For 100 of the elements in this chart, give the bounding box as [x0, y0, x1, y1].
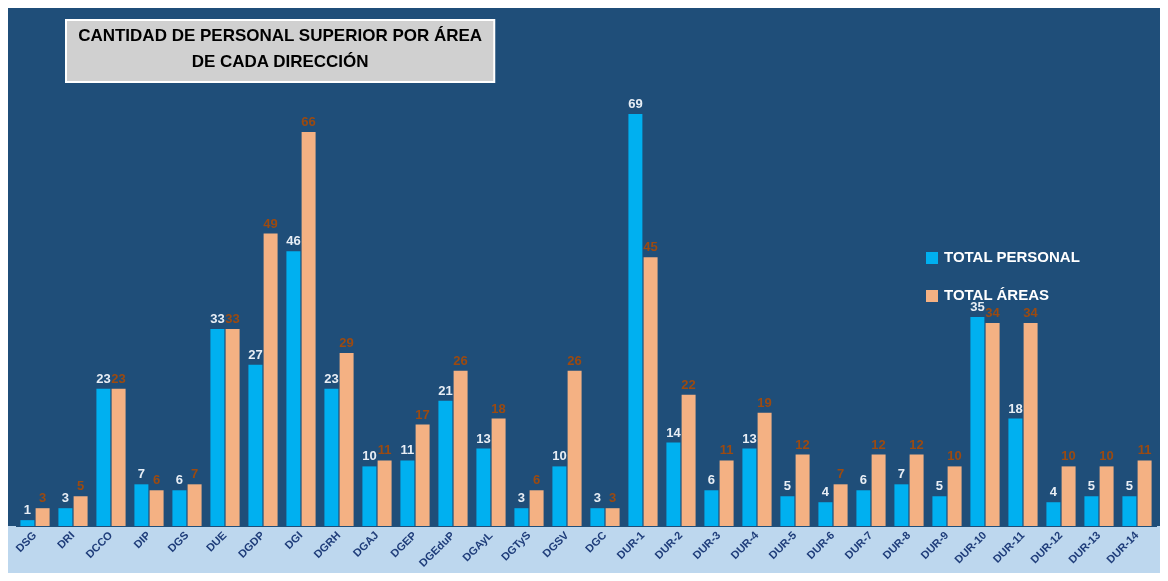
data-label: 22	[681, 376, 696, 392]
data-label: 5	[76, 478, 85, 494]
bar	[871, 454, 886, 527]
data-label: 7	[836, 466, 845, 482]
data-label: 3	[38, 490, 47, 506]
data-label: 26	[453, 352, 468, 368]
data-label: 34	[985, 305, 1001, 321]
bar	[377, 460, 392, 527]
data-label: 23	[111, 370, 126, 386]
bar	[947, 466, 962, 527]
data-label: 6	[175, 472, 184, 488]
data-label: 33	[210, 311, 225, 327]
legend-label: TOTAL PERSONAL	[944, 248, 1080, 266]
bar	[1046, 502, 1061, 527]
bar	[1023, 323, 1038, 527]
data-label: 69	[628, 96, 643, 112]
bar	[856, 490, 871, 527]
data-label: 23	[324, 370, 339, 386]
data-label: 29	[339, 334, 354, 350]
data-label: 10	[362, 448, 377, 464]
data-label: 10	[552, 448, 567, 464]
bar	[210, 329, 225, 527]
bar	[96, 388, 111, 527]
data-label: 45	[643, 239, 658, 255]
bar	[985, 323, 1000, 527]
bar	[362, 466, 377, 527]
bar	[301, 131, 316, 527]
data-label: 7	[137, 466, 146, 482]
chart-title: CANTIDAD DE PERSONAL SUPERIOR POR ÁREA DE CADA DIRECCIÓN	[78, 26, 483, 72]
bar	[73, 496, 88, 527]
bar	[567, 370, 582, 527]
data-label: 66	[301, 113, 316, 129]
bar	[35, 508, 50, 527]
data-label: 23	[96, 370, 111, 386]
data-label: 10	[1099, 448, 1114, 464]
bar	[833, 484, 848, 527]
bar	[58, 508, 73, 527]
bar	[932, 496, 947, 527]
data-label: 11	[1137, 442, 1152, 458]
bar	[818, 502, 833, 527]
bar	[324, 388, 339, 527]
bar	[590, 508, 605, 527]
bar	[681, 394, 696, 527]
bar	[134, 484, 149, 527]
data-label: 10	[947, 448, 962, 464]
data-label: 1	[23, 502, 32, 518]
bar	[248, 364, 263, 527]
data-label: 27	[248, 346, 263, 362]
data-label: 18	[491, 400, 506, 416]
data-label: 6	[152, 472, 161, 488]
bar	[263, 233, 278, 527]
bar	[400, 460, 415, 527]
data-label: 11	[377, 442, 392, 458]
bar	[529, 490, 544, 527]
bar	[757, 412, 772, 527]
data-label: 6	[707, 472, 716, 488]
bar	[1008, 418, 1023, 527]
bar	[187, 484, 202, 527]
x-tick-label: DIP	[131, 528, 153, 551]
data-label: 49	[263, 215, 278, 231]
data-label: 19	[757, 394, 772, 410]
bar	[491, 418, 506, 527]
data-label: 11	[719, 442, 734, 458]
data-label: 6	[859, 472, 868, 488]
bar	[628, 113, 643, 527]
bar	[225, 329, 240, 527]
data-label: 5	[935, 478, 944, 494]
bar	[514, 508, 529, 527]
bar	[172, 490, 187, 527]
bar	[643, 257, 658, 527]
data-label: 34	[1023, 305, 1039, 321]
data-label: 14	[666, 424, 682, 440]
bar	[453, 370, 468, 527]
bar	[20, 520, 35, 527]
bar	[149, 490, 164, 527]
bar	[476, 448, 491, 527]
data-label: 13	[476, 430, 491, 446]
bar	[1122, 496, 1137, 527]
bar	[666, 442, 681, 527]
data-label: 46	[286, 233, 301, 249]
data-label: 5	[1087, 478, 1096, 494]
data-label: 7	[190, 466, 199, 482]
bar	[552, 466, 567, 527]
data-label: 6	[532, 472, 541, 488]
bar	[1084, 496, 1099, 527]
data-label: 3	[61, 490, 70, 506]
data-label: 5	[1125, 478, 1134, 494]
bar	[1061, 466, 1076, 527]
bar	[795, 454, 810, 527]
data-label: 12	[795, 436, 810, 452]
x-tick-label: DGI	[282, 528, 305, 552]
bar	[704, 490, 719, 527]
data-label: 12	[909, 436, 924, 452]
bar	[909, 454, 924, 527]
bar	[894, 484, 909, 527]
data-label: 26	[567, 352, 582, 368]
data-label: 4	[1049, 484, 1058, 500]
data-label: 35	[970, 299, 985, 315]
data-label: 4	[821, 484, 830, 500]
data-label: 3	[517, 490, 526, 506]
